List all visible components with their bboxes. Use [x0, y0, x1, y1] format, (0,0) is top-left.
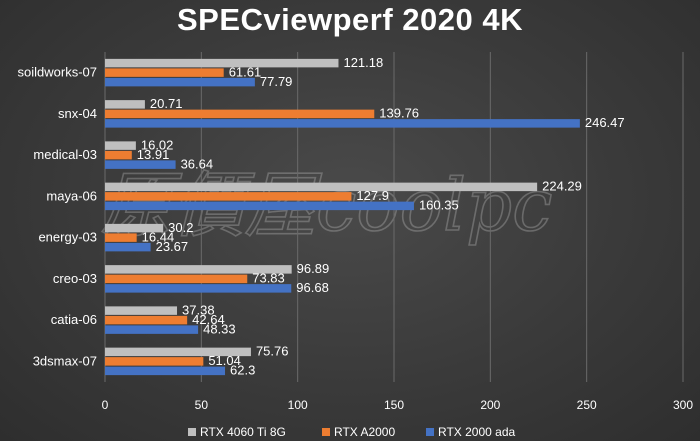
x-tick-label: 300	[673, 398, 693, 412]
x-tick-label: 100	[288, 398, 308, 412]
data-label: 96.89	[297, 261, 330, 276]
bar	[105, 192, 352, 201]
data-label: 96.68	[296, 280, 329, 295]
data-label: 37.38	[182, 302, 215, 317]
category-label: snx-04	[58, 106, 97, 121]
bar	[105, 119, 580, 128]
bar	[105, 366, 226, 376]
bar	[105, 150, 132, 160]
bar	[105, 77, 255, 87]
category-label: creo-03	[53, 271, 97, 286]
bar	[105, 265, 292, 274]
bar	[105, 223, 164, 233]
category-label: soildworks-07	[18, 65, 97, 80]
data-label: 36.64	[181, 156, 214, 171]
bar	[105, 315, 188, 325]
legend-label: RTX 2000 ada	[438, 425, 515, 439]
bar	[105, 141, 136, 150]
data-label: 246.47	[585, 115, 625, 130]
legend-swatch	[426, 428, 434, 436]
data-label: 51.04	[208, 353, 241, 368]
legend-label: RTX A2000	[334, 425, 395, 439]
data-label: 77.79	[260, 74, 293, 89]
data-label: 13.91	[137, 147, 170, 162]
bar	[105, 160, 176, 169]
category-label: energy-03	[38, 230, 97, 245]
bar	[105, 201, 414, 211]
data-label: 127.9	[356, 188, 389, 203]
bar	[105, 357, 204, 366]
x-tick-label: 150	[384, 398, 404, 412]
category-label: catia-06	[51, 312, 97, 327]
legend-swatch	[322, 428, 330, 436]
data-label: 48.33	[203, 321, 236, 336]
data-label: 23.67	[156, 239, 189, 254]
x-tick-label: 250	[577, 398, 597, 412]
data-label: 16.02	[141, 137, 174, 152]
bar	[105, 242, 151, 252]
bar	[105, 325, 199, 334]
data-label: 73.83	[252, 271, 285, 286]
category-label: maya-06	[46, 188, 97, 203]
bar	[105, 109, 375, 119]
bar	[105, 306, 178, 315]
category-label: 3dsmax-07	[33, 353, 97, 368]
data-label: 121.18	[343, 55, 383, 70]
x-tick-label: 200	[480, 398, 500, 412]
data-label: 62.3	[230, 363, 255, 378]
bar	[105, 100, 145, 109]
bar	[105, 284, 292, 293]
bar	[105, 58, 339, 68]
data-label: 30.2	[168, 220, 193, 235]
data-label: 139.76	[379, 106, 419, 121]
data-label: 61.61	[229, 64, 262, 79]
bar	[105, 68, 224, 77]
x-tick-label: 0	[102, 398, 109, 412]
legend-label: RTX 4060 Ti 8G	[200, 425, 286, 439]
data-label: 20.71	[150, 96, 183, 111]
bar	[105, 274, 248, 284]
x-tick-label: 50	[195, 398, 209, 412]
data-label: 16.44	[142, 229, 175, 244]
bar	[105, 182, 538, 192]
bar	[105, 347, 251, 357]
data-label: 160.35	[419, 198, 459, 213]
chart-title: SPECviewperf 2020 4K	[176, 2, 523, 37]
data-label: 75.76	[256, 344, 289, 359]
bar	[105, 233, 137, 242]
category-label: medical-03	[33, 147, 97, 162]
legend-swatch	[188, 428, 196, 436]
data-label: 224.29	[542, 179, 582, 194]
data-label: 42.64	[192, 312, 225, 327]
